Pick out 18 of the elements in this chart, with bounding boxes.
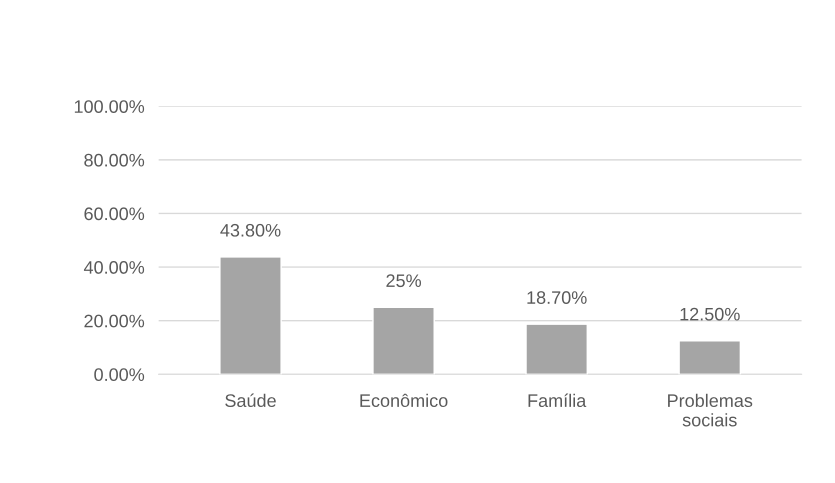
y-tick-label: 60.00% bbox=[84, 207, 144, 220]
y-tick-label: 100.00% bbox=[74, 100, 144, 113]
data-label: 12.50% bbox=[680, 308, 740, 321]
data-label: 43.80% bbox=[220, 224, 280, 237]
x-tick-label: Econômico bbox=[360, 394, 448, 408]
data-label: 18.70% bbox=[527, 291, 587, 304]
y-tick-label: 80.00% bbox=[84, 154, 144, 167]
bar bbox=[219, 256, 282, 374]
y-tick-label: 0.00% bbox=[94, 368, 144, 382]
y-tick-label: 20.00% bbox=[84, 314, 144, 328]
x-tick-label: Saúde bbox=[225, 394, 276, 408]
bar bbox=[525, 324, 588, 374]
bar bbox=[372, 306, 435, 374]
x-tick-label: Problemas sociais bbox=[668, 394, 752, 426]
x-tick-label: Família bbox=[528, 394, 586, 408]
data-label: 25% bbox=[386, 274, 422, 288]
bar bbox=[678, 340, 742, 374]
y-tick-label: 40.00% bbox=[84, 261, 144, 274]
